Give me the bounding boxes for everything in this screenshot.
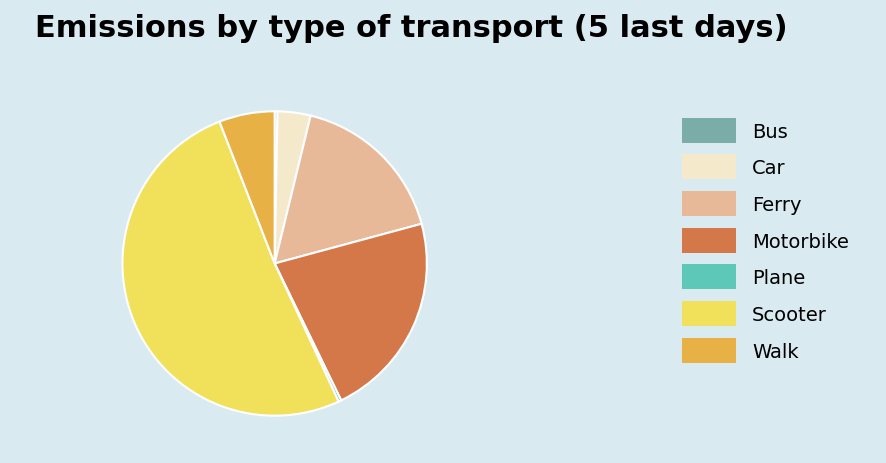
Wedge shape xyxy=(122,122,338,416)
Wedge shape xyxy=(275,112,277,264)
Legend: Bus, Car, Ferry, Motorbike, Plane, Scooter, Walk: Bus, Car, Ferry, Motorbike, Plane, Scoot… xyxy=(672,109,859,373)
Text: Emissions by type of transport (5 last days): Emissions by type of transport (5 last d… xyxy=(35,14,788,43)
Wedge shape xyxy=(275,116,422,264)
Wedge shape xyxy=(275,112,311,264)
Wedge shape xyxy=(275,264,341,402)
Wedge shape xyxy=(220,112,275,264)
Wedge shape xyxy=(275,224,427,400)
